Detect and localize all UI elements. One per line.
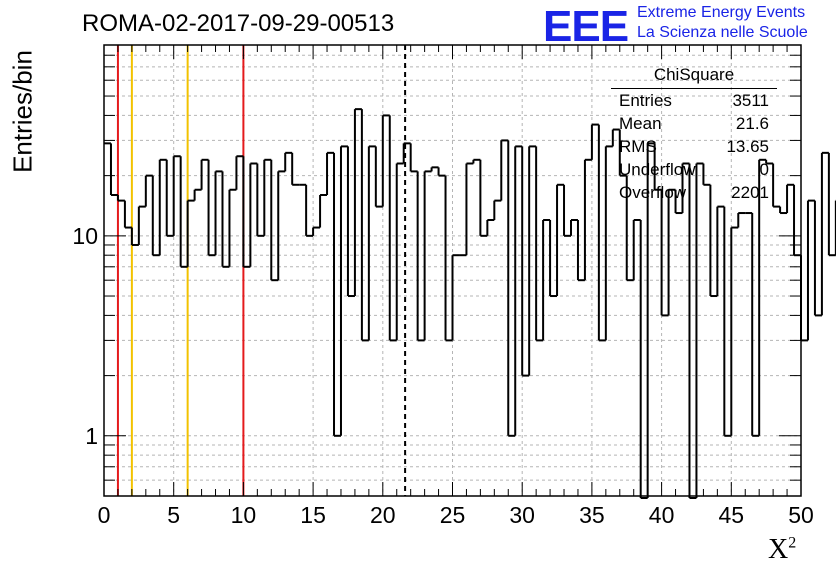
stats-value: 13.65	[726, 137, 769, 156]
x-tick-label: 15	[300, 502, 326, 528]
stats-label: Mean	[619, 114, 662, 133]
x-tick-label: 25	[440, 502, 466, 528]
x-tick-label: 50	[788, 502, 814, 528]
stats-label: RMS	[619, 137, 657, 156]
stats-row-underflow: Underflow 0	[611, 158, 777, 181]
stats-box-title: ChiSquare	[611, 65, 777, 89]
axis-ticks	[103, 45, 802, 496]
y-axis-label: Entries/bin	[7, 50, 38, 173]
stats-row-mean: Mean 21.6	[611, 112, 777, 135]
stats-box: ChiSquare Entries 3511 Mean 21.6 RMS 13.65 …	[611, 65, 777, 204]
stats-value: 2201	[731, 183, 769, 202]
x-tick-label: 40	[649, 502, 675, 528]
tick-labels: 0 5 10 15 20 25 30 35 40 45 50 1 10	[72, 223, 813, 528]
stats-row-overflow: Overflow 2201	[611, 181, 777, 204]
x-tick-label: 45	[719, 502, 745, 528]
y-tick-label: 1	[85, 423, 98, 449]
logo-caption: Extreme Energy Events La Scienza nelle S…	[637, 3, 808, 43]
x-axis-label-symbol: X	[768, 534, 789, 565]
stats-label: Underflow	[619, 160, 696, 179]
x-tick-label: 35	[579, 502, 605, 528]
stats-value: 3511	[732, 91, 769, 110]
stats-row-entries: Entries 3511	[611, 89, 777, 112]
x-axis-label: X2	[768, 534, 796, 566]
x-tick-label: 10	[231, 502, 257, 528]
reference-lines	[116, 45, 407, 496]
x-axis-label-exponent: 2	[788, 534, 797, 552]
x-tick-label: 30	[509, 502, 535, 528]
stats-label: Overflow	[619, 183, 687, 202]
stats-label: Entries	[619, 91, 672, 110]
x-tick-label: 20	[370, 502, 396, 528]
chart-title: ROMA-02-2017-09-29-00513	[82, 10, 395, 37]
logo-caption-line2: La Scienza nelle Scuole	[637, 24, 808, 41]
stats-value: 0	[759, 160, 769, 179]
logo-caption-line1: Extreme Energy Events	[637, 4, 806, 21]
stats-value: 21.6	[735, 114, 769, 133]
eee-logo: EEE	[543, 2, 629, 51]
y-tick-label: 10	[72, 223, 98, 249]
histogram-bins	[104, 108, 836, 499]
x-tick-label: 5	[167, 502, 180, 528]
x-tick-label: 0	[98, 502, 111, 528]
stats-row-rms: RMS 13.65	[611, 135, 777, 158]
